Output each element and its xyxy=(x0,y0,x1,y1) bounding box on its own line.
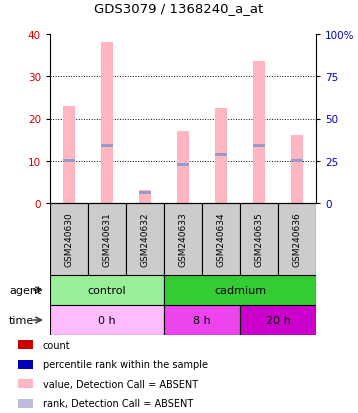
Bar xyxy=(291,160,303,163)
Bar xyxy=(164,305,240,335)
Bar xyxy=(18,341,33,349)
Bar xyxy=(50,204,88,275)
Text: GSM240635: GSM240635 xyxy=(255,212,263,267)
Bar xyxy=(177,132,189,204)
Bar xyxy=(88,204,126,275)
Text: cadmium: cadmium xyxy=(214,285,266,295)
Bar xyxy=(253,62,265,204)
Bar xyxy=(215,109,227,204)
Bar xyxy=(291,136,303,204)
Bar xyxy=(202,204,240,275)
Bar xyxy=(18,360,33,369)
Bar xyxy=(50,275,164,305)
Text: GSM240630: GSM240630 xyxy=(64,212,73,267)
Bar xyxy=(63,107,75,204)
Bar xyxy=(101,145,113,148)
Text: control: control xyxy=(88,285,126,295)
Text: GSM240632: GSM240632 xyxy=(140,212,150,267)
Bar xyxy=(101,43,113,204)
Text: rank, Detection Call = ABSENT: rank, Detection Call = ABSENT xyxy=(43,398,193,408)
Bar xyxy=(164,204,202,275)
Bar xyxy=(139,191,151,204)
Bar xyxy=(253,145,265,148)
Bar xyxy=(139,192,151,195)
Bar xyxy=(63,160,75,163)
Text: 0 h: 0 h xyxy=(98,315,116,325)
Text: GSM240636: GSM240636 xyxy=(292,212,301,267)
Text: percentile rank within the sample: percentile rank within the sample xyxy=(43,359,208,369)
Bar xyxy=(240,305,316,335)
Bar xyxy=(126,204,164,275)
Bar xyxy=(240,204,278,275)
Text: 20 h: 20 h xyxy=(266,315,290,325)
Bar xyxy=(215,154,227,157)
Text: count: count xyxy=(43,340,70,350)
Bar xyxy=(164,275,316,305)
Text: GSM240634: GSM240634 xyxy=(217,212,226,267)
Text: value, Detection Call = ABSENT: value, Detection Call = ABSENT xyxy=(43,379,198,389)
Text: agent: agent xyxy=(9,285,42,295)
Bar xyxy=(18,399,33,408)
Bar xyxy=(278,204,316,275)
Text: GDS3079 / 1368240_a_at: GDS3079 / 1368240_a_at xyxy=(95,2,263,15)
Bar xyxy=(50,305,164,335)
Bar xyxy=(177,164,189,167)
Bar xyxy=(18,380,33,388)
Text: time: time xyxy=(9,315,34,325)
Text: GSM240631: GSM240631 xyxy=(102,212,111,267)
Text: GSM240633: GSM240633 xyxy=(179,212,188,267)
Text: 8 h: 8 h xyxy=(193,315,211,325)
